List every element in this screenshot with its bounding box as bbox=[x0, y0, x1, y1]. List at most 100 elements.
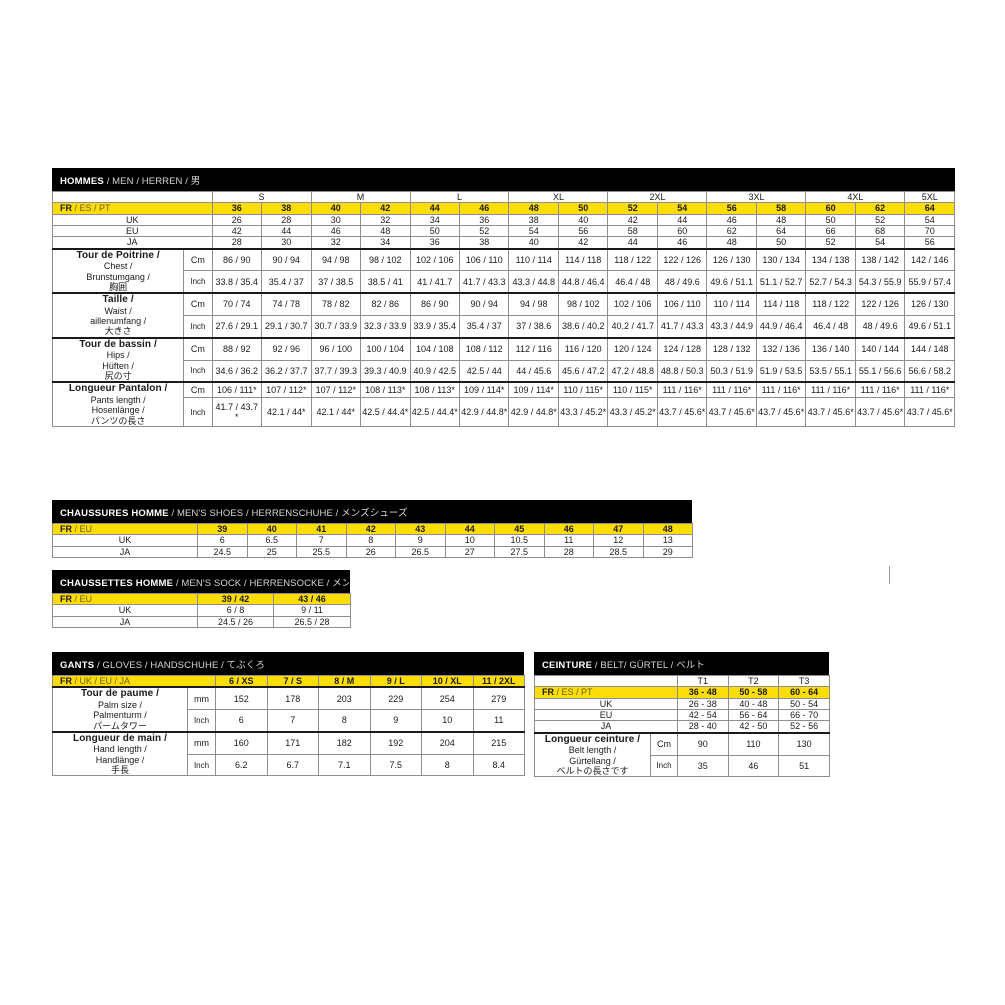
measure-cm-value: 88 / 92 bbox=[211, 336, 263, 361]
measure-cm-value: 108 / 113* bbox=[360, 381, 411, 399]
belt-banner-sub: / BELT/ GÜRTEL / ベルト bbox=[592, 660, 705, 671]
measure-cm-value: 112 / 116 bbox=[508, 336, 559, 361]
row-label: EU bbox=[126, 226, 139, 237]
shoes-value: 47 bbox=[593, 522, 644, 536]
belt-banner: CEINTURE / BELT/ GÜRTEL / ベルト bbox=[534, 652, 829, 675]
measure-inch-value: 42.9 / 44.8* bbox=[458, 397, 510, 427]
shoes-value: 26.5 bbox=[395, 545, 446, 559]
measure-inch-value: 42.1 / 44* bbox=[310, 397, 362, 427]
measure-line-jp: 手長 bbox=[110, 765, 129, 776]
gloves-mm-value: 204 bbox=[421, 730, 474, 755]
size-value: 60 bbox=[805, 202, 856, 215]
belt-value: 56 - 64 bbox=[727, 709, 780, 722]
size-value: 56 bbox=[557, 225, 609, 238]
measure-inch-value: 46.4 / 48 bbox=[805, 315, 856, 339]
measure-inch-value: 47.2 / 48.8 bbox=[607, 359, 658, 383]
size-group-xl: XL bbox=[508, 190, 609, 204]
unit-cm: Cm bbox=[183, 292, 213, 317]
scan-artifact bbox=[889, 566, 890, 584]
size-value: 46 bbox=[656, 236, 708, 250]
measure-cm-value: 122 / 126 bbox=[854, 292, 906, 317]
gloves-mm-value: 254 bbox=[421, 686, 474, 711]
belt-inch-value: 35 bbox=[677, 754, 729, 778]
unit-inch: Inch bbox=[183, 359, 213, 383]
measure-cm-value: 86 / 90 bbox=[211, 247, 263, 272]
shoes-value: 44 bbox=[444, 522, 495, 536]
men-measure-label-1: Taille / Waist / aillenumfang / 大きさ bbox=[51, 292, 185, 339]
size-value: 40 bbox=[508, 236, 559, 250]
measure-cm-value: 70 / 74 bbox=[211, 292, 263, 317]
measure-line: Waist / bbox=[104, 305, 132, 316]
measure-inch-value: 39.3 / 40.9 bbox=[360, 359, 411, 383]
shoes-row-label-fr: FR / EU bbox=[52, 522, 198, 536]
gloves-inch-value: 8.4 bbox=[472, 753, 526, 777]
shoes-value: 13 bbox=[642, 534, 693, 547]
measure-title: Longueur Pantalon / bbox=[68, 383, 168, 395]
gloves-size-value: 7 / S bbox=[266, 675, 320, 688]
shoes-value: 10.5 bbox=[494, 534, 545, 547]
measure-cm-value: 114 / 118 bbox=[557, 247, 609, 272]
size-value: 54 bbox=[508, 225, 559, 238]
measure-inch-value: 52.7 / 54.3 bbox=[805, 270, 856, 294]
men-measure-label-3: Longueur Pantalon / Pants length / Hosenlä… bbox=[51, 381, 185, 427]
size-value: 28 bbox=[261, 213, 312, 227]
size-group-l: L bbox=[409, 190, 510, 204]
men-row-label-uk: UK bbox=[52, 213, 213, 227]
measure-cm-value: 124 / 128 bbox=[656, 336, 708, 361]
measure-inch-value: 41.7 / 43.3 bbox=[458, 270, 510, 294]
measure-title: Tour de Poitrine / bbox=[76, 249, 160, 261]
size-value: 34 bbox=[409, 213, 460, 227]
row-label-sub: / EU bbox=[72, 524, 93, 534]
measure-inch-value: 41 / 41.7 bbox=[409, 270, 460, 294]
size-value: 36 bbox=[458, 213, 510, 227]
gloves-inch-value: 10 bbox=[421, 709, 474, 733]
measure-inch-value: 48 / 49.6 bbox=[854, 315, 906, 339]
measure-inch-value: 37.7 / 39.3 bbox=[310, 359, 362, 383]
measure-cm-value: 120 / 124 bbox=[607, 336, 658, 361]
measure-cm-value: 104 / 108 bbox=[409, 336, 460, 361]
measure-inch-value: 42.5 / 44 bbox=[458, 359, 510, 383]
row-label: FR bbox=[542, 687, 554, 698]
belt-value: 50 - 58 bbox=[727, 686, 780, 699]
measure-line: Pants length / bbox=[90, 394, 146, 405]
belt-value: 42 - 54 bbox=[677, 709, 729, 722]
size-value: 30 bbox=[261, 236, 312, 250]
measure-inch-value: 44 / 45.6 bbox=[508, 359, 559, 383]
gloves-banner: GANTS / GLOVES / HANDSCHUHE / てぶくろ bbox=[52, 652, 524, 675]
size-value: 58 bbox=[755, 202, 807, 215]
measure-inch-value: 35.4 / 37 bbox=[458, 315, 510, 339]
measure-cm-value: 118 / 122 bbox=[805, 292, 856, 317]
belt-section: CEINTURE / BELT/ GÜRTEL / ベルト T1 T2 T3 FR /… bbox=[534, 652, 830, 778]
row-label: FR bbox=[60, 594, 72, 604]
size-value: 52 bbox=[854, 213, 906, 227]
measure-cm-value: 108 / 113* bbox=[409, 381, 460, 399]
belt-row-label-ja: JA bbox=[534, 720, 678, 734]
size-value: 32 bbox=[310, 236, 362, 250]
measure-cm-value: 122 / 126 bbox=[656, 247, 708, 272]
gloves-mm-value: 152 bbox=[215, 686, 268, 711]
size-value: 42 bbox=[607, 213, 658, 227]
measure-line-jp: ベルトの長さです bbox=[556, 765, 629, 776]
row-label: JA bbox=[119, 546, 131, 557]
belt-tier-t3: T3 bbox=[778, 674, 830, 688]
measure-title: Longueur ceinture / bbox=[544, 733, 641, 745]
size-group-3xl: 3XL bbox=[706, 190, 807, 204]
shoes-banner: CHAUSSURES HOMME / MEN'S SHOES / HERRENS… bbox=[52, 500, 692, 523]
size-value: 38 bbox=[458, 236, 510, 250]
size-group-s: S bbox=[211, 190, 312, 204]
measure-inch-value: 48.8 / 50.3 bbox=[656, 359, 708, 383]
belt-value: 36 - 48 bbox=[677, 686, 729, 699]
gloves-size-value: 6 / XS bbox=[215, 675, 268, 688]
men-row-eu: EU 42 44 46 48 50 52 54 56 58 60 62 64 66 68 70 bbox=[52, 225, 955, 238]
gloves-mm-value: 192 bbox=[369, 730, 423, 755]
measure-line: Hosenlänge / bbox=[91, 405, 145, 416]
socks-banner-sub: / MEN'S SOCK / HERRENSOCKE / メンズソックス bbox=[175, 578, 349, 589]
measure-cm-value: 111 / 116* bbox=[706, 381, 757, 399]
measure-title: Longueur de main / bbox=[72, 732, 168, 744]
shoes-value: 6.5 bbox=[246, 534, 297, 547]
size-value: 58 bbox=[607, 225, 658, 238]
shoes-value: 26 bbox=[345, 545, 396, 559]
gloves-inch-value: 7.1 bbox=[318, 753, 371, 777]
size-value: 62 bbox=[854, 202, 906, 215]
gloves-measure-mm-row: Tour de paume / Palm size / Palmenturm / パー… bbox=[52, 686, 526, 733]
